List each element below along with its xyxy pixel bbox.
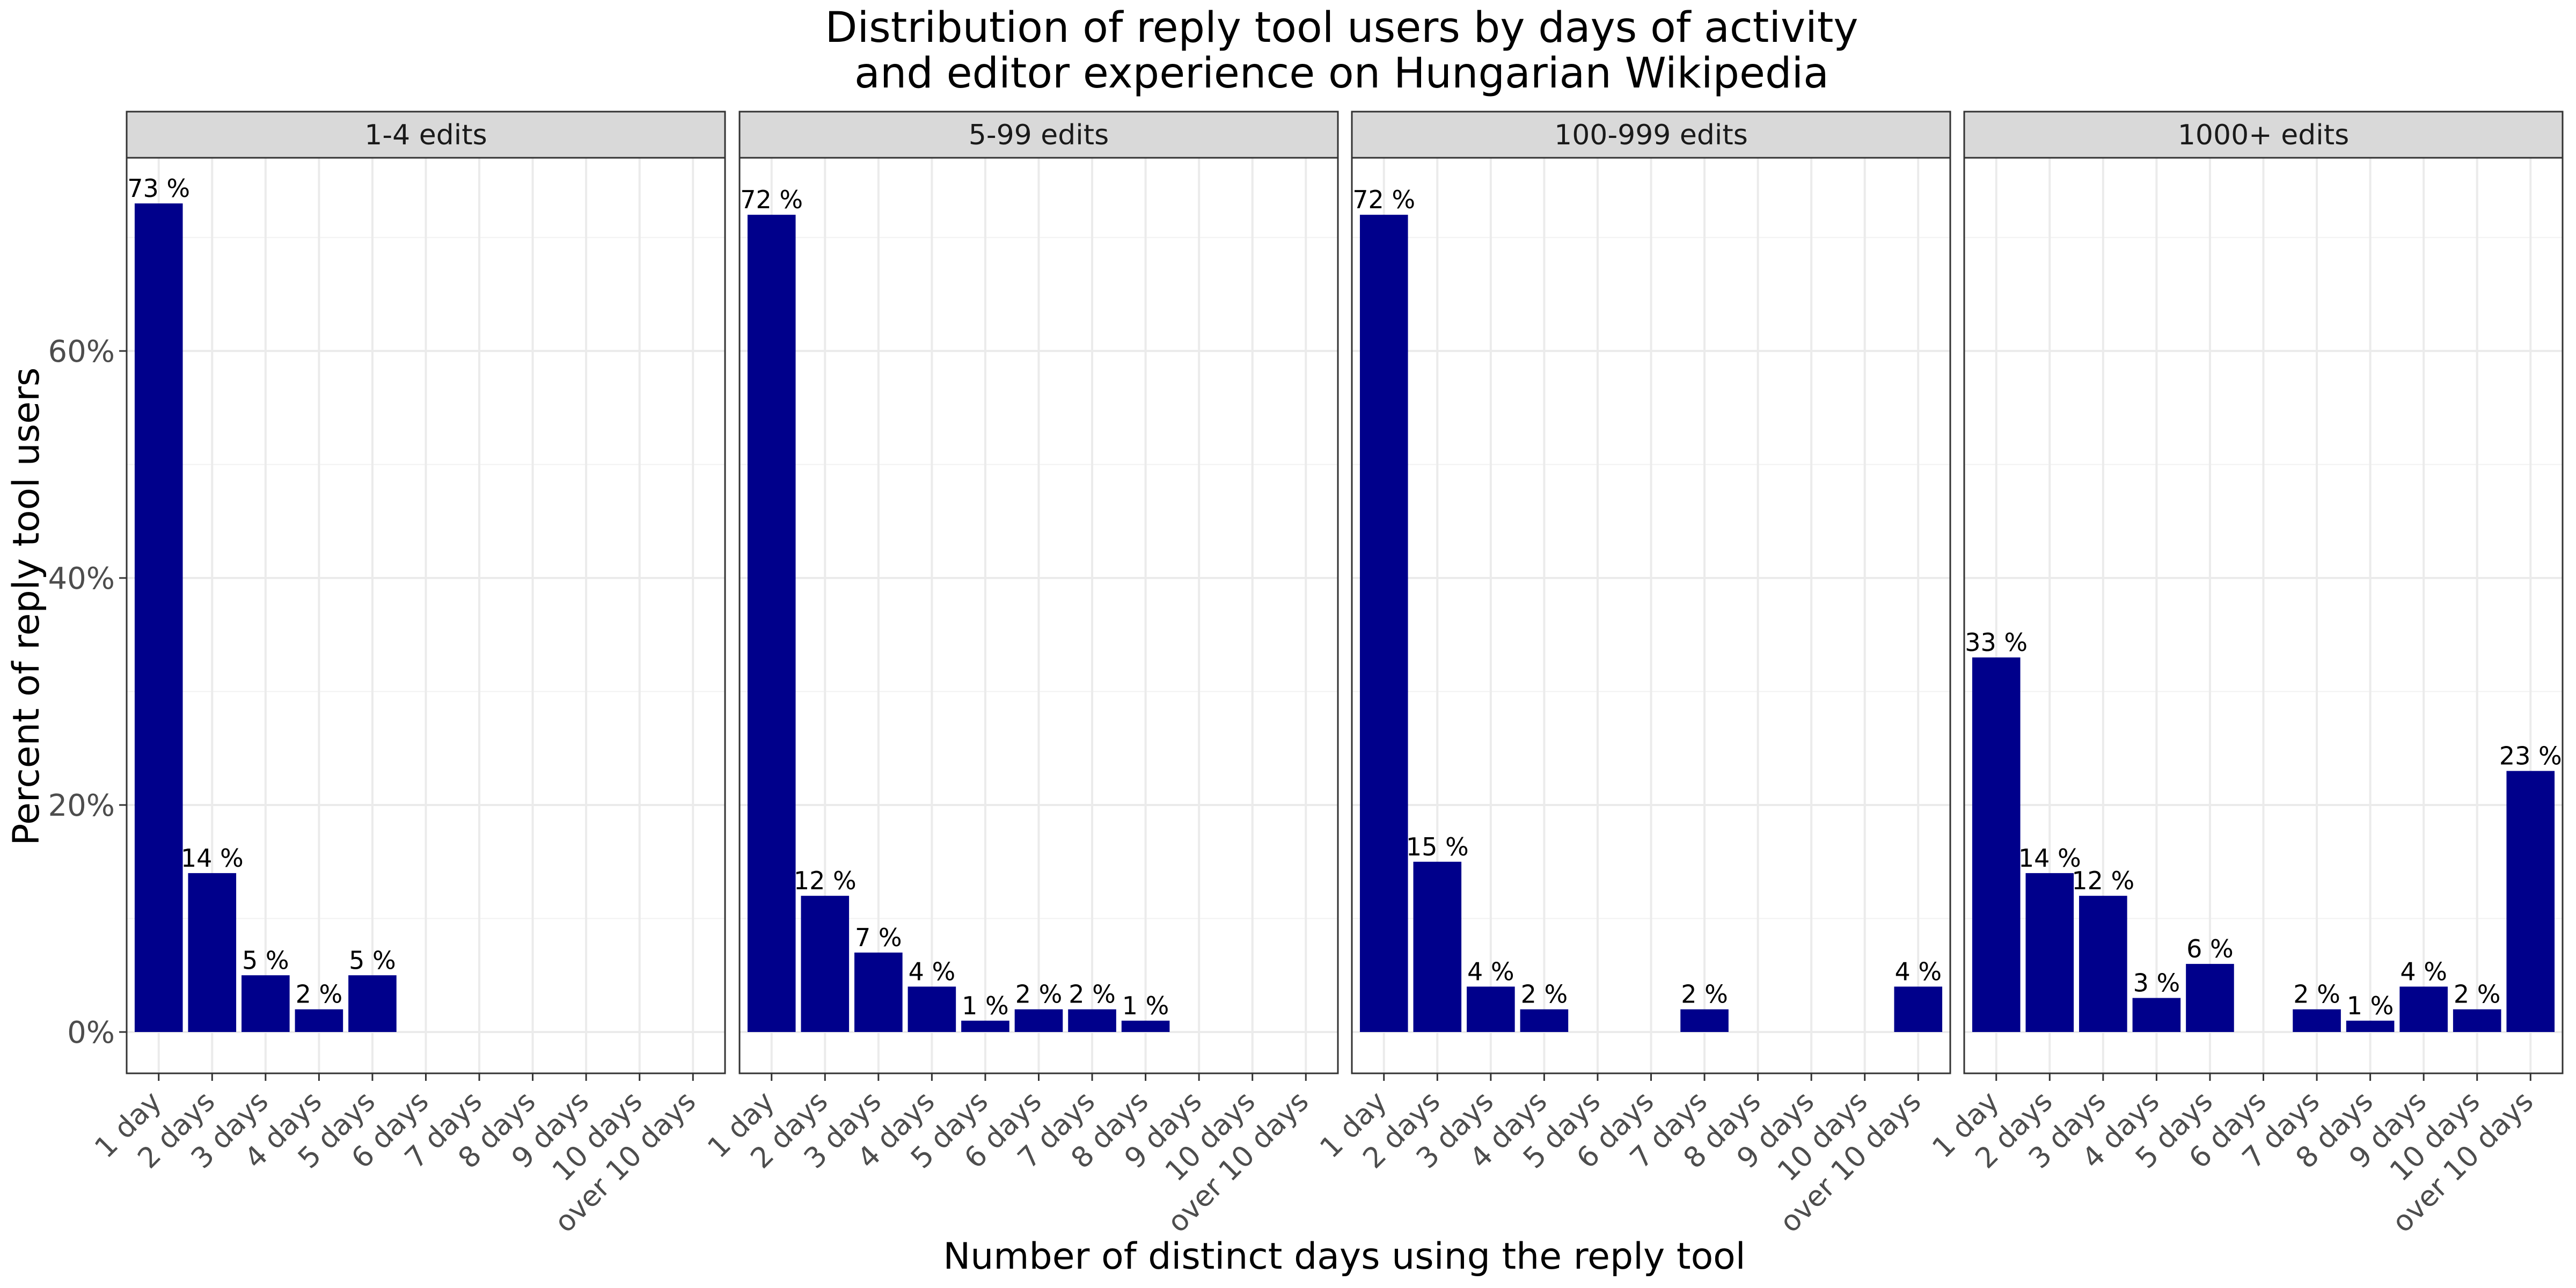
- bar-value-label: 12 %: [794, 866, 857, 895]
- facet-strip-label: 1000+ edits: [2178, 119, 2349, 151]
- bar-value-label: 23 %: [2499, 742, 2562, 771]
- bar-1-day: [1972, 657, 2021, 1032]
- bar-2-days: [1413, 861, 1462, 1032]
- bar-value-label: 15 %: [1406, 832, 1469, 861]
- bar-3-days: [241, 975, 290, 1032]
- bar-value-label: 2 %: [2293, 980, 2340, 1009]
- bar-5-days: [348, 975, 397, 1032]
- facet-strip: [738, 111, 1339, 159]
- bar-value-label: 5 %: [349, 946, 396, 975]
- y-tick-label: 0%: [67, 1015, 115, 1050]
- bar-value-label: 4 %: [909, 957, 956, 986]
- facet-strip-label: 5-99 edits: [969, 119, 1109, 151]
- bar-4-days: [2132, 998, 2181, 1032]
- bar-value-label: 73 %: [127, 174, 190, 203]
- bar-over-10-days: [2506, 771, 2555, 1032]
- bar-4-days: [1520, 1009, 1569, 1032]
- bar-5-days: [961, 1020, 1009, 1032]
- bar-4-days: [295, 1009, 343, 1032]
- y-tick-label: 20%: [48, 788, 115, 823]
- bar-7-days: [1680, 1009, 1729, 1032]
- bar-9-days: [2399, 986, 2448, 1032]
- bar-value-label: 4 %: [1467, 957, 1514, 986]
- y-tick-label: 40%: [48, 561, 115, 596]
- facet-strip: [1351, 111, 1951, 159]
- bar-value-label: 4 %: [1894, 957, 1942, 986]
- bar-value-label: 1 %: [962, 991, 1009, 1020]
- bar-value-label: 5 %: [242, 946, 289, 975]
- bar-value-label: 72 %: [1352, 185, 1415, 214]
- y-axis-title: Percent of reply tool users: [5, 368, 48, 846]
- y-axis: 0% 20% 40% 60%: [48, 334, 127, 1050]
- x-axis-title: Number of distinct days using the reply …: [943, 1235, 1745, 1278]
- bar-3-days: [854, 952, 903, 1032]
- bar-value-label: 2 %: [1521, 980, 1568, 1009]
- bar-value-label: 72 %: [740, 185, 803, 214]
- bar-1-day: [747, 215, 796, 1033]
- bar-3-days: [1467, 986, 1515, 1032]
- facet-strip: [1963, 111, 2564, 159]
- bar-8-days: [2346, 1020, 2395, 1032]
- bar-value-label: 33 %: [1965, 628, 2028, 657]
- facet-strip-label: 100-999 edits: [1554, 119, 1748, 151]
- bar-value-label: 2 %: [1015, 980, 1063, 1009]
- bar-2-days: [188, 873, 237, 1032]
- bar-value-label: 1 %: [1122, 991, 1169, 1020]
- bar-2-days: [2025, 873, 2074, 1032]
- bar-6-days: [1014, 1009, 1063, 1032]
- bar-value-label: 1 %: [2347, 991, 2394, 1020]
- bar-value-label: 2 %: [2454, 980, 2501, 1009]
- facet-strip-label: 1-4 edits: [364, 119, 487, 151]
- bar-10-days: [2453, 1009, 2501, 1032]
- bar-7-days: [2293, 1009, 2341, 1032]
- bar-1-day: [1359, 215, 1408, 1033]
- y-tick-label: 60%: [48, 334, 115, 369]
- bar-value-label: 4 %: [2400, 957, 2447, 986]
- facet-panel-1000-edits: 33 %14 %12 %3 %6 %2 % 1 %4 %2 %23 %1000+ …: [1926, 111, 2564, 1239]
- bar-over-10-days: [1894, 986, 1943, 1032]
- bar-value-label: 2 %: [1681, 980, 1728, 1009]
- bar-value-label: 14 %: [2018, 844, 2081, 873]
- bar-value-label: 6 %: [2186, 934, 2234, 963]
- bar-value-label: 2 %: [296, 980, 343, 1009]
- bar-value-label: 2 %: [1069, 980, 1116, 1009]
- bar-7-days: [1068, 1009, 1116, 1032]
- chart-title-line-1: Distribution of reply tool users by days…: [825, 4, 1858, 52]
- facet-strip: [126, 111, 726, 159]
- bar-2-days: [801, 896, 850, 1032]
- bar-value-label: 12 %: [2072, 866, 2134, 895]
- bar-5-days: [2186, 964, 2234, 1032]
- bar-3-days: [2079, 896, 2127, 1032]
- chart-title-line-2: and editor experience on Hungarian Wikip…: [854, 49, 1829, 98]
- bar-4-days: [908, 986, 956, 1032]
- bar-value-label: 3 %: [2133, 969, 2180, 998]
- bar-value-label: 14 %: [181, 844, 244, 873]
- bar-8-days: [1121, 1020, 1170, 1032]
- bar-1-day: [134, 203, 183, 1032]
- bar-value-label: 7 %: [855, 923, 902, 952]
